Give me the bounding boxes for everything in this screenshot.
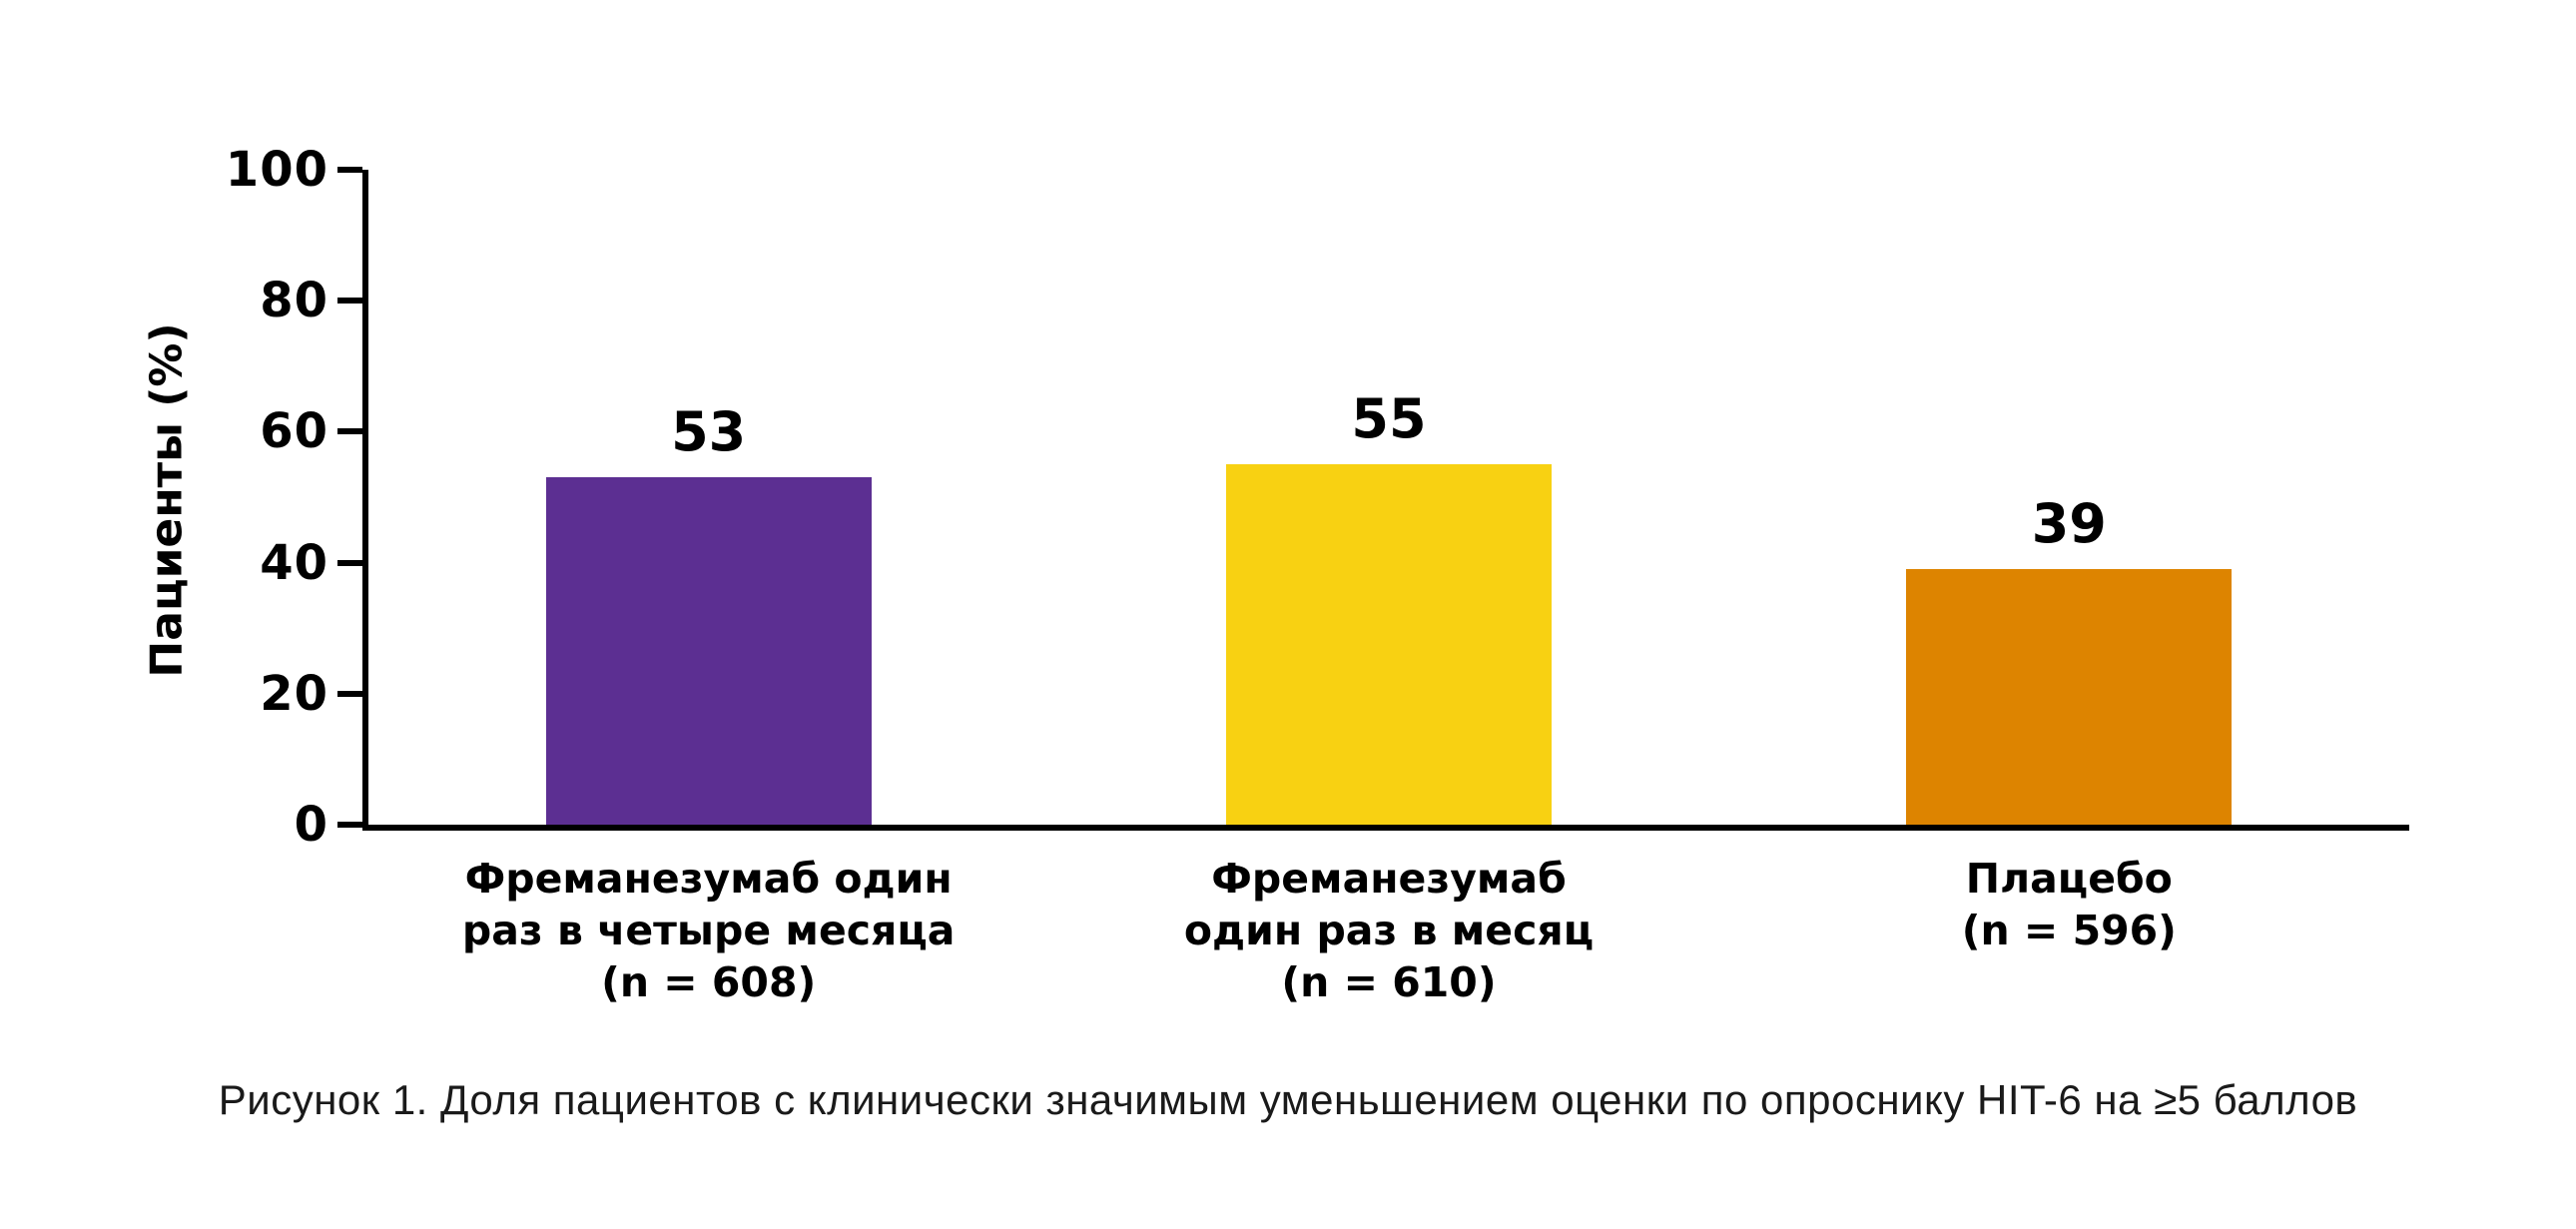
y-axis-title: Пациенты (%) <box>141 322 193 678</box>
x-category-label: Фреманезумаб один раз в месяц (n = 610) <box>1183 855 1595 1006</box>
bar-value-label: 39 <box>2031 492 2107 556</box>
y-tick-mark <box>337 559 362 566</box>
bar <box>1906 569 2233 825</box>
bar <box>1225 464 1552 825</box>
bar-slots: 53 Фреманезумаб один раз в четыре месяца … <box>368 170 2409 1006</box>
bar-slot: 53 Фреманезумаб один раз в четыре месяца … <box>368 170 1048 1006</box>
plot-area: 0 20 40 60 80 100 53 Фреманезумаб один раз в ч… <box>226 144 2409 1006</box>
bar-value-label: 55 <box>1351 387 1427 451</box>
x-category-label: Фреманезумаб один раз в четыре месяца (n… <box>461 855 956 1006</box>
y-tick-mark <box>337 690 362 697</box>
y-tick-mark <box>337 822 362 828</box>
x-category-label: Плацебо (n = 596) <box>1961 855 2177 954</box>
bar-slot: 39 Плацебо (n = 596) <box>1729 170 2409 954</box>
y-tick-label: 60 <box>260 403 328 460</box>
y-tick-mark <box>337 167 362 173</box>
bar-value-label: 53 <box>671 400 747 464</box>
y-tick-label: 0 <box>294 797 328 853</box>
bar-slot: 55 Фреманезумаб один раз в месяц (n = 610… <box>1048 170 1728 1006</box>
y-tick-mark <box>337 428 362 435</box>
y-tick-mark <box>337 298 362 305</box>
figure-caption: Рисунок 1. Доля пациентов с клинически з… <box>218 1076 2358 1123</box>
y-tick-label: 40 <box>260 534 328 591</box>
bar <box>545 477 872 825</box>
y-tick-label: 20 <box>260 665 328 722</box>
y-tick-label: 80 <box>260 273 328 329</box>
y-tick-label: 100 <box>225 142 328 198</box>
